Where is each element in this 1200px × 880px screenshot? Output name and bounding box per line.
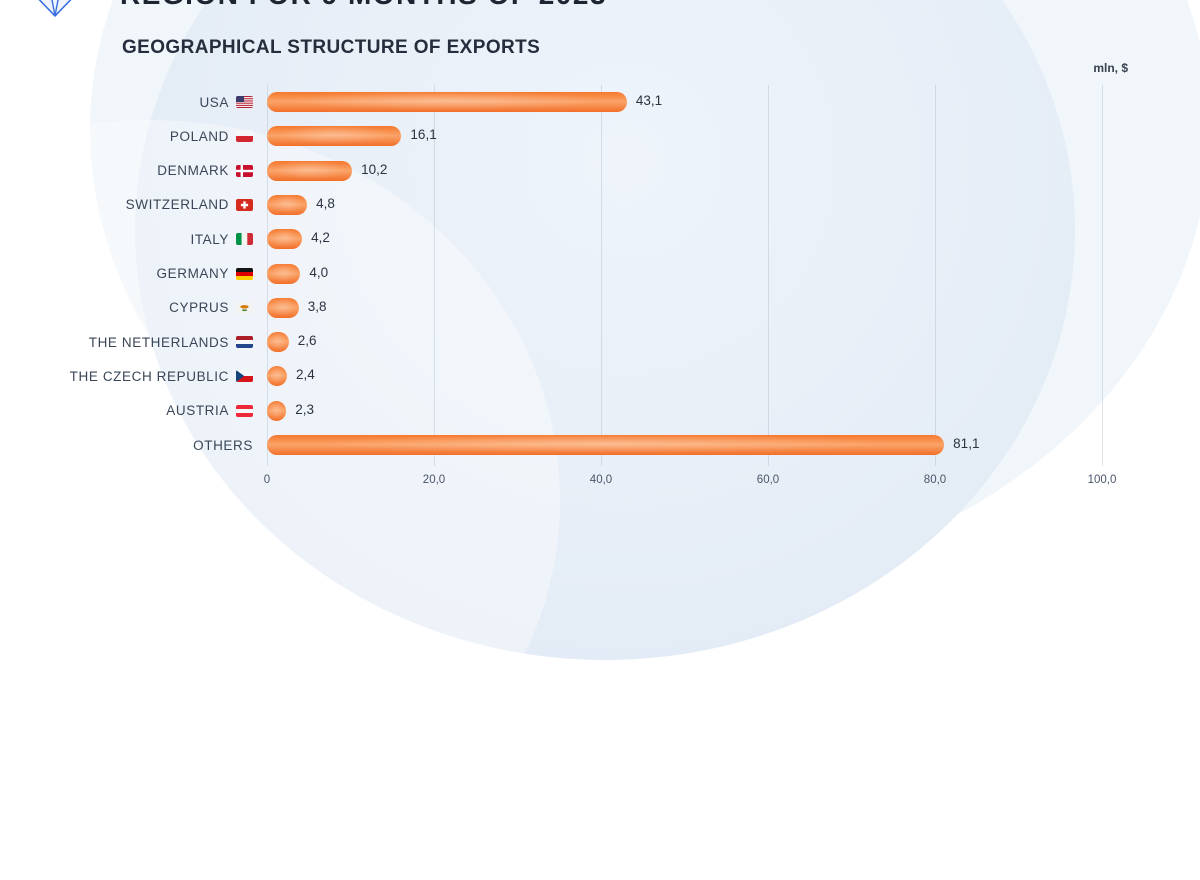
x-axis-tick-label: 20,0 (422, 474, 446, 486)
country-label: GERMANY (156, 266, 229, 281)
value-label: 10,2 (361, 161, 388, 177)
row-head: SWITZERLAND (0, 193, 253, 217)
country-label: THE CZECH REPUBLIC (69, 368, 229, 384)
chart-row: USA 43,1 (0, 90, 1200, 114)
x-axis-tick-label: 0 (263, 474, 271, 486)
row-head: THE CZECH REPUBLIC (0, 364, 253, 388)
de-flag-icon (236, 267, 253, 280)
gridline (1102, 85, 1103, 466)
it-flag-icon (236, 233, 253, 246)
country-label: ITALY (190, 231, 229, 247)
row-head: CYPRUS (0, 296, 253, 320)
bar-austria (267, 400, 287, 421)
row-head: GERMANY (0, 262, 253, 286)
value-label: 81,1 (953, 436, 980, 451)
gridline (768, 85, 769, 466)
ch-flag-icon (236, 198, 253, 211)
country-label: SWITZERLAND (125, 197, 229, 213)
chart-row: SWITZERLAND 4,8 (0, 193, 1200, 217)
country-label: POLAND (169, 128, 229, 144)
country-label: AUSTRIA (166, 403, 229, 419)
chart-row: DENMARK 10,2 (0, 159, 1200, 183)
country-label: OTHERS (193, 437, 253, 453)
at-flag-icon (236, 404, 253, 417)
chart-row: GERMANY 4,0 (0, 262, 1200, 286)
value-label: 2,4 (296, 367, 315, 383)
page-title: REGION FOR 9 MONTHS OF 2023 (120, 0, 607, 9)
bar-others (267, 435, 945, 455)
chart-title: GEOGRAPHICAL STRUCTURE OF EXPORTS (122, 37, 541, 58)
value-label: 43,1 (635, 93, 663, 108)
bar-italy (267, 229, 303, 250)
country-label: DENMARK (157, 163, 229, 179)
chart-row: OTHERS 81,1 (0, 433, 1200, 457)
cy-flag-icon (236, 301, 253, 314)
value-label: 16,1 (410, 127, 437, 143)
chart-row: AUSTRIA 2,3 (0, 399, 1200, 423)
gridline (935, 85, 936, 466)
plot-area: 0 20,0 40,0 60,0 80,0 100,0 USA 43,1 POLAND 16,1… (0, 85, 1200, 486)
bar-denmark (267, 160, 353, 181)
chart-row: ITALY 4,2 (0, 227, 1200, 251)
chart-row: THE NETHERLANDS 2,6 (0, 330, 1200, 354)
us-flag-icon (236, 96, 253, 108)
bar-poland (267, 126, 402, 147)
bar-cyprus (267, 297, 299, 318)
x-axis-tick-label: 40,0 (589, 474, 613, 486)
x-axis-tick-label: 80,0 (923, 474, 947, 486)
value-label: 4,8 (316, 195, 335, 211)
value-label: 2,3 (295, 401, 314, 417)
value-label: 2,6 (297, 333, 317, 349)
gridline (601, 85, 602, 466)
row-head: USA (0, 90, 253, 114)
row-head: ITALY (0, 227, 253, 251)
nl-flag-icon (236, 336, 253, 349)
chart-row: CYPRUS 3,8 (0, 296, 1200, 320)
gridline (434, 85, 435, 466)
value-label: 4,2 (311, 230, 330, 246)
country-label: CYPRUS (169, 300, 229, 316)
country-label: USA (199, 94, 229, 110)
pl-flag-icon (236, 130, 253, 143)
x-axis-tick-label: 60,0 (756, 474, 780, 486)
value-label: 4,0 (309, 264, 329, 280)
chart-row: THE CZECH REPUBLIC 2,4 (0, 364, 1200, 388)
bar-germany (267, 263, 301, 284)
x-axis-tick-label: 100,0 (1087, 474, 1117, 486)
country-label: THE NETHERLANDS (88, 334, 229, 350)
row-head: THE NETHERLANDS (0, 330, 253, 354)
chart-row: POLAND 16,1 (0, 124, 1200, 148)
dk-flag-icon (236, 164, 253, 177)
row-head: DENMARK (0, 159, 253, 183)
value-label: 3,8 (307, 298, 327, 314)
axis-unit-label: mln, $ (1093, 61, 1128, 75)
bar-usa (267, 92, 627, 112)
logo-icon (26, 0, 84, 23)
row-head: POLAND (0, 124, 253, 148)
bar-switzerland (267, 194, 308, 215)
bar-the-czech-republic (267, 366, 288, 387)
cz-flag-icon (236, 370, 253, 383)
row-head: AUSTRIA (0, 399, 253, 423)
row-head: OTHERS (0, 433, 253, 457)
bar-the-netherlands (267, 332, 289, 353)
